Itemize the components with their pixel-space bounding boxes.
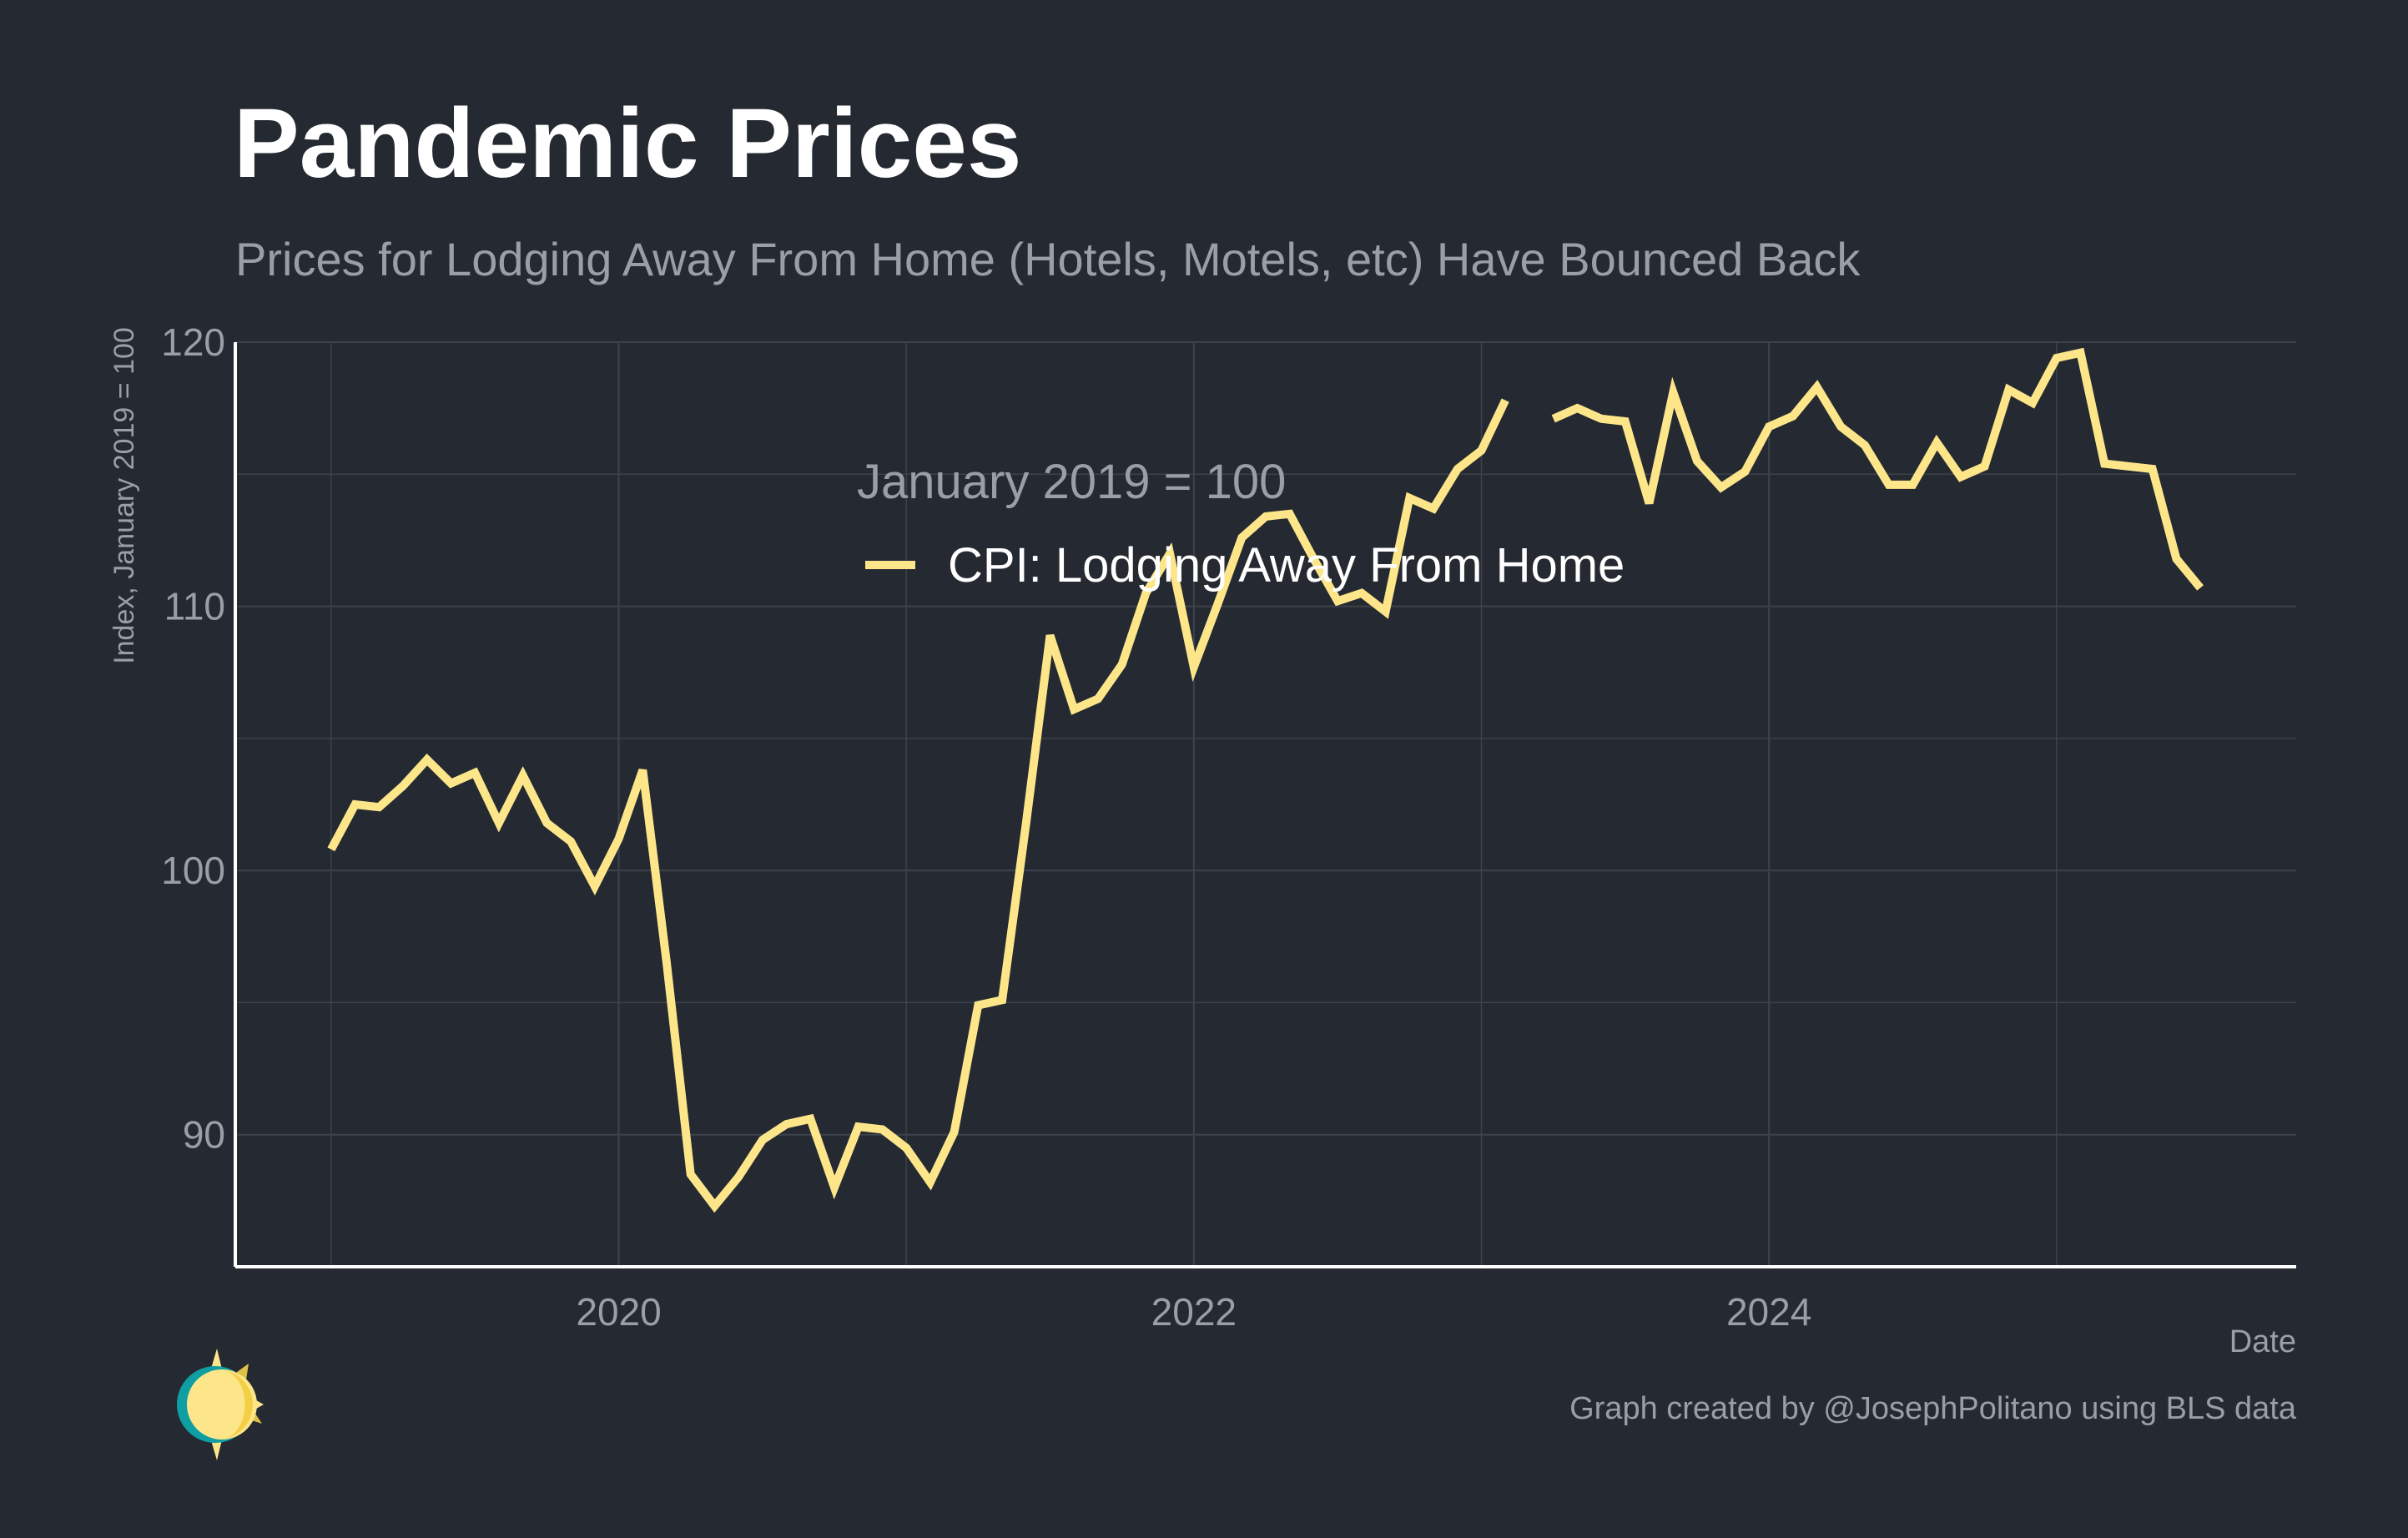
y-tick-label: 120 [161,320,225,364]
axes [234,342,2296,1268]
y-tick-label: 100 [161,849,225,892]
y-axis-label: Index, January 2019 = 100 [108,327,140,664]
x-tick-label: 2024 [1726,1290,1811,1334]
tick-labels: 90 100 110 120 2020 2022 2024 [161,320,1811,1334]
legend: January 2019 = 100 CPI: Lodging Away Fro… [857,455,1625,593]
x-tick-label: 2020 [576,1290,661,1334]
chart-title: Pandemic Prices [234,88,1022,199]
sun-moon-logo-icon [177,1349,264,1460]
y-tick-label: 90 [183,1113,225,1157]
series-line-cpi-lodging [327,347,2204,1213]
legend-label: CPI: Lodging Away From Home [948,538,1625,593]
series-lines [327,347,2204,1213]
y-tick-label: 110 [164,585,225,628]
x-axis-label: Date [2229,1324,2296,1359]
grid-lines [235,341,2296,1268]
source-caption: Graph created by @JosephPolitano using B… [1569,1391,2297,1426]
legend-title: January 2019 = 100 [857,455,1286,509]
x-tick-label: 2022 [1151,1290,1237,1334]
chart-subtitle: Prices for Lodging Away From Home (Hotel… [235,233,1861,285]
